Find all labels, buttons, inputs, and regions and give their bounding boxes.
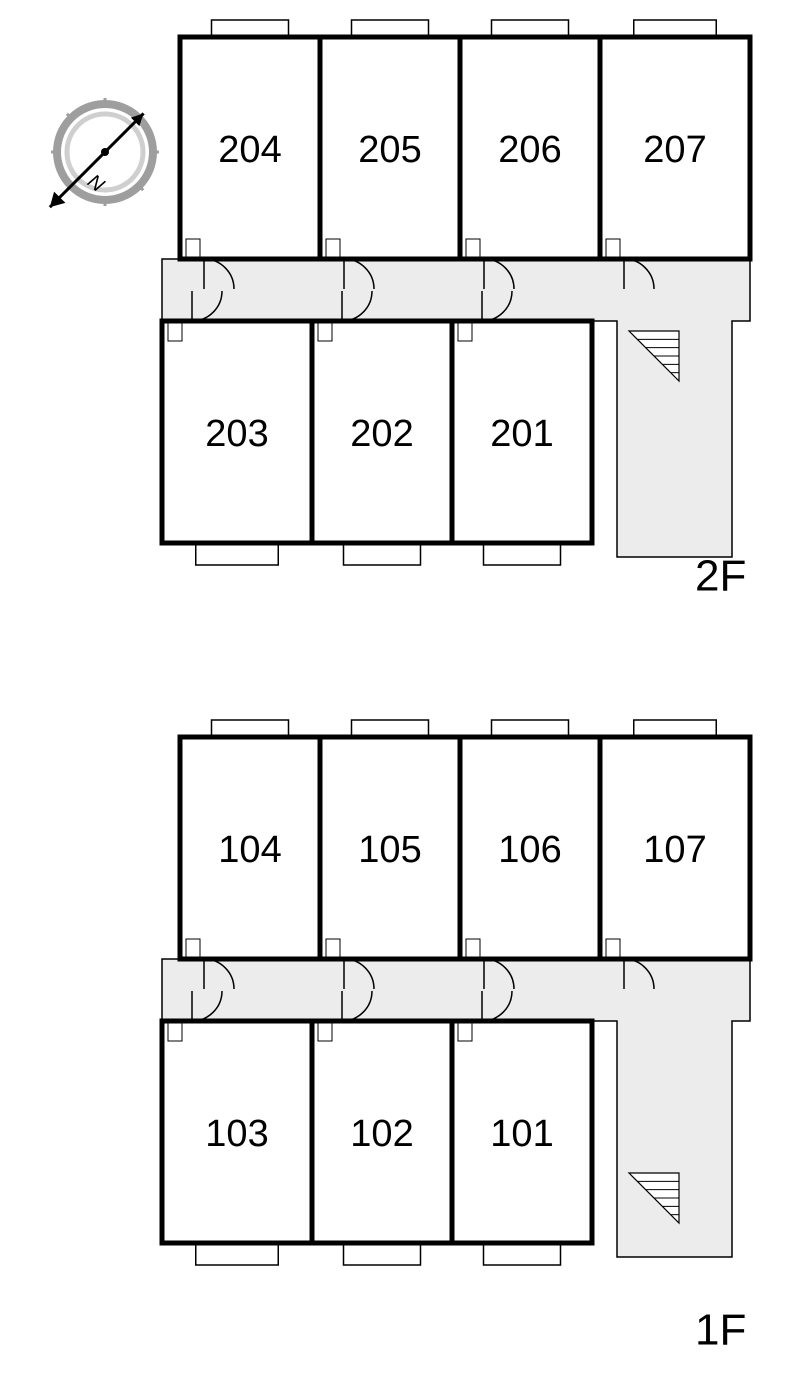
- balcony: [344, 1243, 421, 1265]
- balcony: [492, 20, 569, 37]
- room-label: 102: [350, 1113, 413, 1155]
- balcony: [196, 543, 279, 565]
- floor-label-1f: 1F: [695, 1306, 746, 1355]
- room-label: 204: [218, 129, 281, 171]
- floor-1F: 104 105 106 107 103 102 101: [162, 720, 750, 1265]
- balcony: [484, 1243, 561, 1265]
- balcony: [344, 543, 421, 565]
- room-label: 203: [205, 413, 268, 455]
- room-label: 106: [498, 829, 561, 871]
- room-label: 107: [643, 829, 706, 871]
- room-label: 104: [218, 829, 281, 871]
- room-label: 201: [490, 413, 553, 455]
- floor-plan-diagram: N2042052062072032022012F1041051061071031…: [0, 0, 800, 1381]
- balcony: [212, 20, 289, 37]
- room-label: 103: [205, 1113, 268, 1155]
- room-label: 101: [490, 1113, 553, 1155]
- balcony: [352, 20, 429, 37]
- room-label: 205: [358, 129, 421, 171]
- room-label: 202: [350, 413, 413, 455]
- balcony: [634, 720, 717, 737]
- room-label: 206: [498, 129, 561, 171]
- floor-label-2f: 2F: [695, 552, 746, 601]
- balcony: [212, 720, 289, 737]
- floor-2F: 204 205 206 207 203 202 201: [162, 20, 750, 565]
- balcony: [634, 20, 717, 37]
- balcony: [352, 720, 429, 737]
- room-label: 207: [643, 129, 706, 171]
- balcony: [196, 1243, 279, 1265]
- balcony: [484, 543, 561, 565]
- room-label: 105: [358, 829, 421, 871]
- balcony: [492, 720, 569, 737]
